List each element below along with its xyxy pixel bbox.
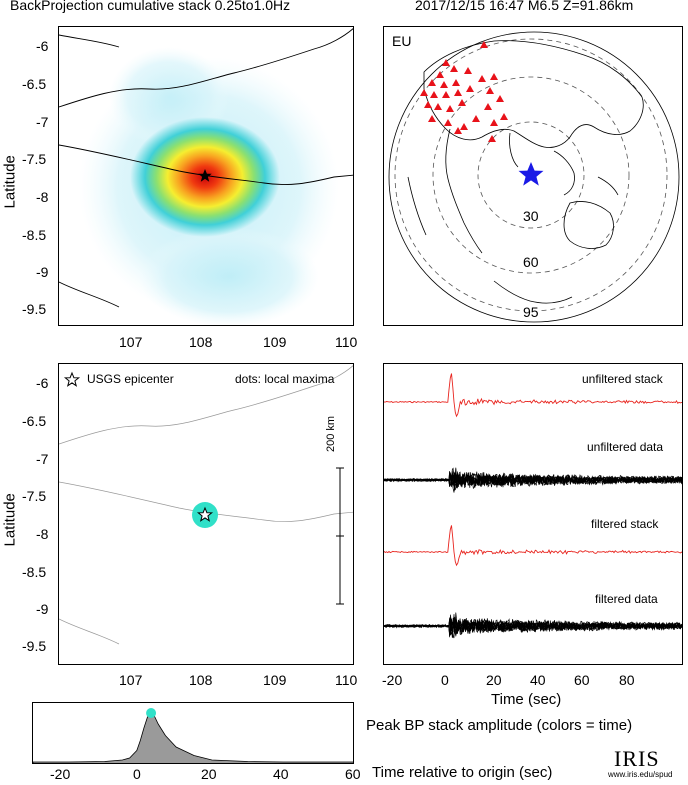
ytick: -9.5 <box>22 301 47 317</box>
xtick: 108 <box>189 672 213 688</box>
label-unfiltered-data: unfiltered data <box>587 440 664 454</box>
xtick: 110 <box>335 672 358 688</box>
unfiltered-stack-trace <box>384 373 682 418</box>
amplitude-peak-dot <box>146 708 157 718</box>
ytick: -9 <box>36 264 49 280</box>
amplitude-plot <box>32 702 354 764</box>
ytick: -7 <box>36 451 49 467</box>
amplitude-title: Peak BP stack amplitude (colors = time) <box>366 717 633 734</box>
xtick: 108 <box>189 334 213 350</box>
top-map-ylabel: Latitude <box>1 155 19 209</box>
coastlines <box>59 28 353 308</box>
ytick: -6 <box>36 375 49 391</box>
top-map-plot <box>58 26 354 326</box>
ytick: -9 <box>36 601 49 617</box>
distance-label-60: 60 <box>523 254 539 270</box>
iris-logo-text: IRIS <box>614 746 660 771</box>
xtick: 107 <box>119 672 143 688</box>
waveform-panel: unfiltered stack unfiltered data filtere… <box>383 363 683 665</box>
continents <box>407 40 644 304</box>
ytick: -6 <box>36 38 49 54</box>
amplitude-svg <box>33 708 353 763</box>
legend-epicenter: USGS epicenter <box>87 372 174 386</box>
globe-panel: EU 30 60 95 <box>383 26 683 326</box>
iris-logo: IRIS www.iris.edu/spud <box>608 746 686 782</box>
left-title: BackProjection cumulative stack 0.25to1.… <box>10 0 291 13</box>
filtered-stack-trace <box>384 525 682 567</box>
xtick: 60 <box>345 766 361 782</box>
xtick: 109 <box>263 334 287 350</box>
waveform-svg <box>384 373 682 639</box>
bottom-map-plot: USGS epicenter dots: local maxima 200 km <box>58 363 354 665</box>
ytick: -8.5 <box>22 227 47 243</box>
xtick: 0 <box>441 672 449 688</box>
ytick: -8.5 <box>22 564 47 580</box>
legend-star <box>63 371 81 387</box>
heatmap-svg <box>59 28 353 325</box>
globe-epicenter-star <box>518 162 544 186</box>
right-title: 2017/12/15 16:47 M6.5 Z=91.86km <box>415 0 634 13</box>
xtick: 40 <box>273 766 289 782</box>
xtick: -20 <box>382 672 403 688</box>
label-unfiltered-stack: unfiltered stack <box>582 372 663 386</box>
xtick: 107 <box>119 334 143 350</box>
filtered-data-traces <box>384 612 682 639</box>
ytick: -6.5 <box>22 413 47 429</box>
ytick: -8 <box>36 189 49 205</box>
epicenter-star <box>198 169 212 182</box>
legend-dots: dots: local maxima <box>235 372 335 386</box>
ytick: -9.5 <box>22 638 47 654</box>
distance-rings <box>394 38 668 312</box>
xtick: 0 <box>133 766 141 782</box>
xtick: 110 <box>335 334 358 350</box>
maxima-svg <box>59 365 353 645</box>
xtick: 20 <box>201 766 217 782</box>
xtick: 109 <box>263 672 287 688</box>
scale-label: 200 km <box>325 415 338 453</box>
scale-bar <box>336 467 344 605</box>
bottom-map-ylabel: Latitude <box>1 493 19 547</box>
ytick: -7.5 <box>22 488 47 504</box>
unfiltered-data-traces <box>384 467 682 493</box>
waveform-xlabel: Time (sec) <box>491 691 562 708</box>
globe-svg <box>388 31 680 323</box>
distance-label-30: 30 <box>523 208 539 224</box>
label-filtered-stack: filtered stack <box>591 517 659 531</box>
epicenter-star-outline <box>196 506 214 522</box>
xtick: 60 <box>574 672 590 688</box>
station-triangles <box>420 41 508 142</box>
ytick: -8 <box>36 526 49 542</box>
distance-label-95: 95 <box>523 304 539 320</box>
xtick: -20 <box>50 766 71 782</box>
amplitude-xlabel: Time relative to origin (sec) <box>372 764 553 781</box>
ytick: -7.5 <box>22 151 47 167</box>
iris-logo-url: www.iris.edu/spud <box>608 770 673 779</box>
globe-outline <box>388 31 680 323</box>
ytick: -6.5 <box>22 76 47 92</box>
ytick: -7 <box>36 114 49 130</box>
xtick: 40 <box>530 672 546 688</box>
xtick: 80 <box>619 672 635 688</box>
globe-region-label: EU <box>392 33 412 49</box>
label-filtered-data: filtered data <box>595 592 658 606</box>
amplitude-area <box>33 712 353 763</box>
xtick: 20 <box>486 672 502 688</box>
